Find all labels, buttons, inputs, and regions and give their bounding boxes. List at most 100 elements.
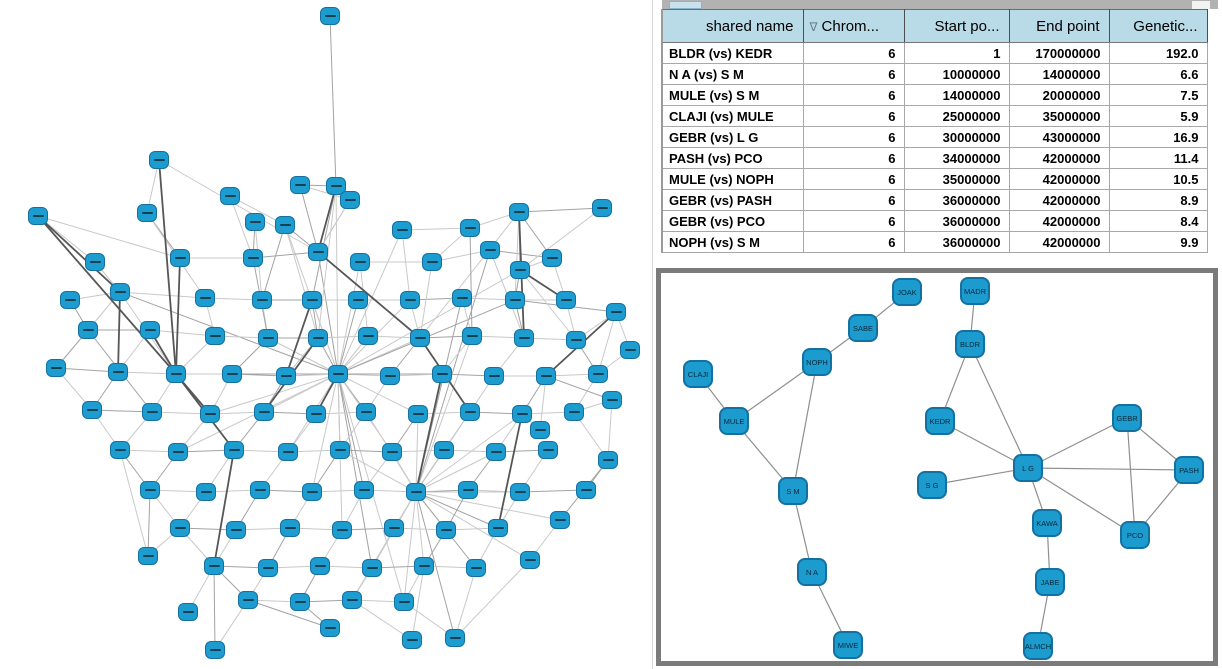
overview-network-node[interactable] bbox=[205, 641, 225, 659]
cell-value[interactable]: 42000000 bbox=[1008, 210, 1110, 232]
overview-network-node[interactable] bbox=[422, 253, 442, 271]
cell-value[interactable]: 42000000 bbox=[1008, 231, 1110, 253]
overview-network-node[interactable] bbox=[436, 521, 456, 539]
detail-network-node-madr[interactable]: MADR bbox=[960, 277, 990, 305]
overview-network-node[interactable] bbox=[137, 204, 157, 222]
detail-network-node-pash[interactable]: PASH bbox=[1174, 456, 1204, 484]
overview-network-node[interactable] bbox=[354, 481, 374, 499]
overview-network-canvas[interactable] bbox=[0, 0, 653, 669]
network-edge[interactable] bbox=[519, 269, 577, 341]
overview-network-node[interactable] bbox=[358, 327, 378, 345]
overview-network-node[interactable] bbox=[252, 291, 272, 309]
network-edge[interactable] bbox=[419, 211, 520, 339]
cell-value[interactable]: 6 bbox=[802, 189, 905, 211]
overview-network-node[interactable] bbox=[462, 327, 482, 345]
overview-network-node[interactable] bbox=[382, 443, 402, 461]
overview-network-node[interactable] bbox=[238, 591, 258, 609]
network-edge[interactable] bbox=[299, 184, 319, 253]
overview-network-node[interactable] bbox=[250, 481, 270, 499]
network-edge[interactable] bbox=[317, 251, 339, 375]
overview-network-node[interactable] bbox=[400, 291, 420, 309]
detail-network-node-bldr[interactable]: BLDR bbox=[955, 330, 985, 358]
overview-network-node[interactable] bbox=[108, 363, 128, 381]
cell-value[interactable]: 10000000 bbox=[903, 63, 1010, 85]
cell-value[interactable]: 30000000 bbox=[903, 126, 1010, 148]
detail-network-node-almch[interactable]: ALMCH bbox=[1023, 632, 1053, 660]
network-edge[interactable] bbox=[415, 413, 419, 493]
scroll-strip-blue-tab[interactable] bbox=[669, 1, 702, 9]
cell-value[interactable]: 35000000 bbox=[903, 168, 1010, 190]
cell-shared-name[interactable]: GEBR (vs) PCO bbox=[661, 210, 804, 232]
overview-network-node[interactable] bbox=[224, 441, 244, 459]
detail-network-node-claji[interactable]: CLAJI bbox=[683, 360, 713, 388]
detail-network-node-sg[interactable]: S G bbox=[917, 471, 947, 499]
cell-value[interactable]: 36000000 bbox=[903, 231, 1010, 253]
detail-network-node-sm[interactable]: S M bbox=[778, 477, 808, 505]
overview-network-node[interactable] bbox=[205, 327, 225, 345]
cell-value[interactable]: 36000000 bbox=[903, 189, 1010, 211]
cell-value[interactable]: 6 bbox=[802, 147, 905, 169]
network-edge[interactable] bbox=[119, 449, 149, 557]
overview-network-node[interactable] bbox=[514, 329, 534, 347]
overview-network-node[interactable] bbox=[414, 557, 434, 575]
overview-network-node[interactable] bbox=[60, 291, 80, 309]
cell-value[interactable]: 42000000 bbox=[1008, 168, 1110, 190]
detail-network-node-na[interactable]: N A bbox=[797, 558, 827, 586]
overview-network-node[interactable] bbox=[620, 341, 640, 359]
overview-network-node[interactable] bbox=[110, 441, 130, 459]
overview-network-node[interactable] bbox=[402, 631, 422, 649]
network-edge[interactable] bbox=[252, 251, 319, 259]
overview-network-node[interactable] bbox=[606, 303, 626, 321]
overview-network-node[interactable] bbox=[78, 321, 98, 339]
cell-shared-name[interactable]: CLAJI (vs) MULE bbox=[661, 105, 804, 127]
network-edge[interactable] bbox=[311, 373, 339, 493]
overview-network-node[interactable] bbox=[484, 367, 504, 385]
detail-network-node-miwe[interactable]: MIWE bbox=[833, 631, 863, 659]
network-edge[interactable] bbox=[317, 251, 421, 339]
network-edge[interactable] bbox=[454, 559, 531, 639]
network-edge[interactable] bbox=[158, 159, 319, 253]
network-edge[interactable] bbox=[337, 261, 361, 375]
overview-network-node[interactable] bbox=[82, 401, 102, 419]
cell-shared-name[interactable]: MULE (vs) S M bbox=[661, 84, 804, 106]
overview-network-node[interactable] bbox=[510, 483, 530, 501]
overview-network-node[interactable] bbox=[362, 559, 382, 577]
network-edge[interactable] bbox=[415, 373, 443, 493]
cell-value[interactable]: 6 bbox=[802, 168, 905, 190]
network-edge[interactable] bbox=[415, 413, 523, 493]
network-edge[interactable] bbox=[337, 373, 365, 491]
column-header-genetic[interactable]: Genetic... bbox=[1109, 9, 1208, 43]
overview-network-node[interactable] bbox=[588, 365, 608, 383]
overview-network-node[interactable] bbox=[384, 519, 404, 537]
overview-network-node[interactable] bbox=[243, 249, 263, 267]
overview-network-node[interactable] bbox=[320, 7, 340, 25]
network-edge[interactable] bbox=[401, 229, 411, 301]
network-edge[interactable] bbox=[117, 291, 121, 373]
column-header-chrom[interactable]: ∇ Chrom... bbox=[803, 9, 905, 43]
network-edge[interactable] bbox=[213, 449, 235, 567]
overview-network-node[interactable] bbox=[226, 521, 246, 539]
network-edge[interactable] bbox=[597, 311, 617, 375]
table-row[interactable]: PASH (vs) PCO 6 34000000 42000000 11.4 bbox=[661, 147, 1208, 169]
network-edge[interactable] bbox=[158, 159, 177, 375]
cell-value[interactable]: 34000000 bbox=[903, 147, 1010, 169]
overview-network-node[interactable] bbox=[168, 443, 188, 461]
detail-network-canvas[interactable]: JOAK MADR SABE NOPH BLDR CLAJI MULE KEDR GEBR L G… bbox=[656, 268, 1218, 666]
cell-shared-name[interactable]: NOPH (vs) S M bbox=[661, 231, 804, 253]
network-edge[interactable] bbox=[147, 489, 151, 557]
network-edge[interactable] bbox=[1126, 417, 1136, 536]
overview-network-node[interactable] bbox=[280, 519, 300, 537]
network-edge[interactable] bbox=[209, 373, 339, 415]
network-edge[interactable] bbox=[419, 261, 433, 339]
overview-network-node[interactable] bbox=[530, 421, 550, 439]
detail-network-node-jabe[interactable]: JABE bbox=[1035, 568, 1065, 596]
overview-network-node[interactable] bbox=[406, 483, 426, 501]
network-edge[interactable] bbox=[247, 599, 331, 629]
network-edge[interactable] bbox=[415, 491, 561, 521]
cell-value[interactable]: 7.5 bbox=[1108, 84, 1208, 106]
network-edge[interactable] bbox=[175, 257, 181, 375]
overview-network-node[interactable] bbox=[564, 403, 584, 421]
table-row[interactable]: MULE (vs) S M 6 14000000 20000000 7.5 bbox=[661, 84, 1208, 106]
detail-network-node-kedr[interactable]: KEDR bbox=[925, 407, 955, 435]
overview-network-node[interactable] bbox=[330, 441, 350, 459]
